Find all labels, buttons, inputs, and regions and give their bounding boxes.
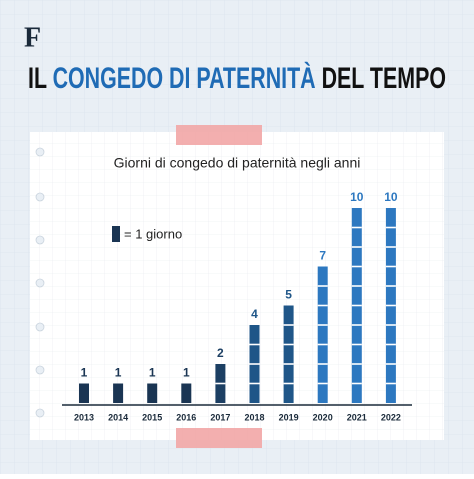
x-tick-label: 2014 [108, 412, 128, 422]
value-label: 7 [319, 249, 326, 263]
legend-swatch [112, 226, 120, 242]
legend-label: = 1 giorno [124, 226, 182, 241]
bar [79, 383, 89, 403]
bar [181, 383, 192, 403]
plot: 1 2013 1 2014 1 2015 1 2016 2 2017 4 2018 5 2019 7 2020… [74, 190, 401, 422]
x-tick-label: 2015 [142, 412, 162, 422]
headline-end: DEL TEMPO [322, 62, 446, 95]
x-tick-label: 2017 [210, 412, 230, 422]
x-tick-label: 2018 [244, 412, 264, 422]
x-tick-label: 2016 [176, 412, 196, 422]
tape-top [176, 125, 262, 145]
chart-title: Giorni di congedo di paternità negli ann… [114, 155, 361, 171]
bar [113, 383, 124, 403]
bar [283, 305, 294, 403]
value-label: 4 [251, 307, 258, 321]
value-label: 10 [384, 190, 398, 204]
x-tick-label: 2021 [347, 412, 367, 422]
value-label: 1 [115, 366, 122, 380]
headline-start: IL [28, 62, 47, 95]
x-tick-label: 2013 [74, 412, 94, 422]
x-tick-label: 2022 [381, 412, 401, 422]
tape-bottom [176, 428, 262, 448]
value-label: 1 [149, 366, 156, 380]
value-label: 10 [350, 190, 364, 204]
headline: IL CONGEDO DI PATERNITÀ DEL TEMPO [28, 61, 446, 95]
bar [147, 383, 158, 403]
bar [317, 266, 328, 403]
x-tick-label: 2020 [313, 412, 333, 422]
logo: F [24, 22, 41, 53]
value-label: 1 [183, 366, 190, 380]
spiral-holes [35, 147, 45, 418]
card-grid [30, 132, 444, 440]
value-label: 5 [285, 288, 292, 302]
value-label: 2 [217, 346, 224, 360]
value-label: 1 [81, 366, 88, 380]
x-tick-label: 2019 [279, 412, 299, 422]
headline-highlight: CONGEDO DI PATERNITÀ [53, 61, 316, 95]
